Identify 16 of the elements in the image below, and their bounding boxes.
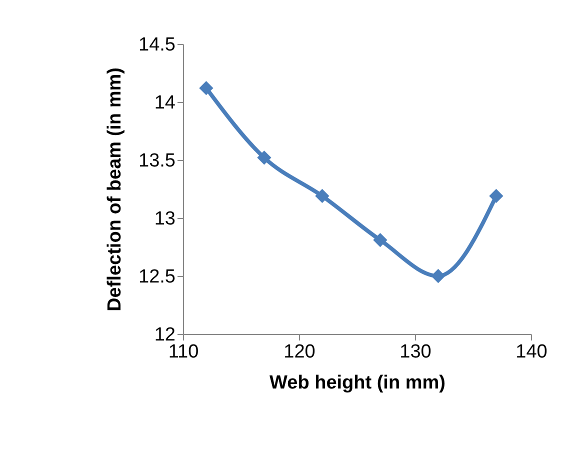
x-axis-title: Web height (in mm) — [270, 372, 446, 394]
y-tick-label: 14.5 — [138, 34, 176, 56]
x-tick-label: 130 — [400, 342, 432, 362]
point — [257, 150, 272, 165]
point — [315, 188, 330, 204]
y-tick-label: 14 — [154, 92, 176, 114]
y-tick-label: 13.5 — [138, 150, 176, 172]
x-tick-label: 140 — [516, 342, 548, 362]
point — [373, 232, 388, 248]
point — [431, 268, 446, 284]
point — [489, 188, 504, 204]
x-tick-label: 120 — [284, 342, 316, 362]
y-tick-label: 12.5 — [138, 266, 176, 288]
y-tick-label: 13 — [154, 208, 176, 230]
point — [199, 81, 214, 96]
y-axis-title: Deflection of beam (in mm) — [104, 68, 126, 312]
